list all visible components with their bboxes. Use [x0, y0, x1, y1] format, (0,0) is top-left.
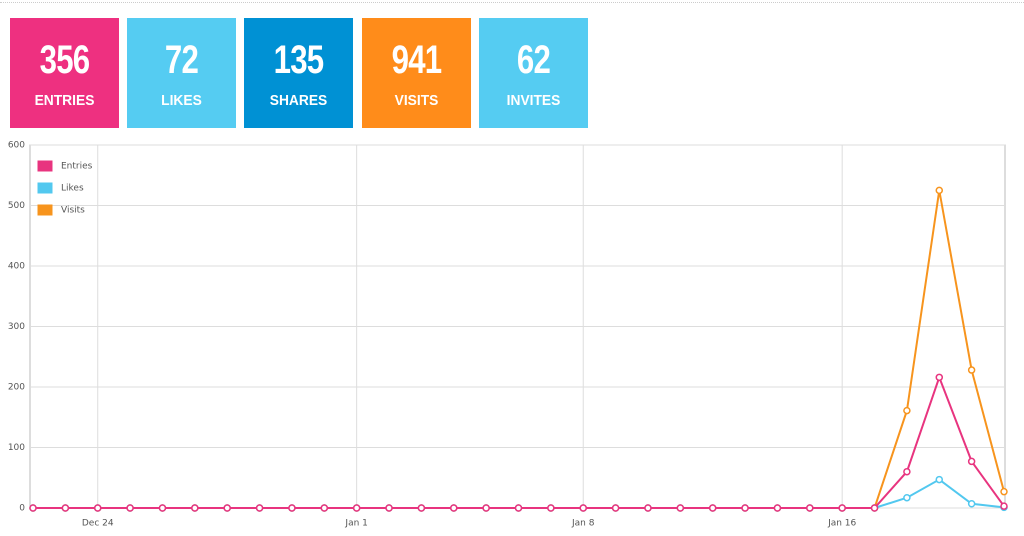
legend-label: Likes [61, 184, 84, 194]
data-point [967, 457, 976, 466]
data-point [158, 504, 167, 512]
legend-swatch [37, 160, 53, 172]
data-point [741, 504, 749, 512]
data-point [1000, 487, 1008, 496]
series-line [33, 478, 1005, 509]
data-point [514, 504, 523, 512]
data-point [935, 475, 944, 484]
data-point [935, 373, 944, 382]
x-tick-label: Dec 24 [82, 519, 114, 529]
stat-tile[interactable]: 135 SHARES [244, 18, 353, 128]
data-point [482, 504, 490, 512]
stat-value: 135 [273, 38, 325, 82]
legend-swatch [37, 182, 53, 194]
data-point [676, 504, 685, 512]
stat-label: SHARES [269, 92, 328, 109]
stat-tile[interactable]: 62 INVITES [479, 18, 588, 128]
top-border [0, 2, 1024, 3]
stat-label: INVITES [506, 92, 561, 109]
x-tick-label: Jan 1 [344, 519, 367, 529]
data-point [450, 504, 458, 512]
legend-label: Entries [61, 162, 93, 172]
stat-label: ENTRIES [34, 92, 95, 109]
data-point [288, 504, 296, 512]
y-tick-label: 0 [19, 504, 25, 514]
data-point [611, 504, 620, 512]
data-point [223, 504, 231, 512]
x-tick-label: Jan 16 [827, 519, 856, 529]
data-point [806, 504, 814, 512]
stat-tile[interactable]: 72 LIKES [127, 18, 236, 128]
stat-value: 62 [516, 38, 551, 82]
stat-label: LIKES [161, 92, 202, 109]
data-point [255, 504, 264, 512]
y-tick-label: 600 [8, 141, 25, 151]
stat-label: VISITS [394, 92, 439, 109]
data-point [417, 504, 426, 512]
y-tick-label: 400 [8, 262, 25, 272]
data-point [870, 504, 879, 512]
data-point [191, 504, 199, 512]
data-point [320, 504, 329, 512]
data-point [1000, 502, 1008, 510]
legend-label: Visits [61, 206, 85, 216]
data-point [967, 500, 976, 508]
data-point [773, 504, 782, 512]
x-tick-label: Jan 8 [571, 519, 595, 529]
data-point [93, 504, 102, 512]
y-tick-label: 100 [8, 443, 25, 453]
y-tick-label: 300 [8, 322, 25, 332]
data-point [126, 504, 134, 512]
y-tick-label: 200 [8, 383, 25, 393]
stat-value: 941 [391, 38, 443, 82]
y-tick-label: 500 [8, 201, 25, 211]
data-point [838, 504, 846, 512]
data-point [547, 504, 555, 512]
stat-value: 356 [39, 38, 91, 82]
data-point [61, 504, 70, 512]
data-point [903, 493, 911, 502]
stat-tile[interactable]: 356 ENTRIES [10, 18, 119, 128]
series-line [33, 190, 1005, 509]
data-point [385, 504, 393, 512]
series-line [33, 374, 1005, 509]
data-point [935, 186, 944, 195]
legend-swatch [37, 204, 53, 216]
data-point [579, 504, 587, 512]
data-point [644, 504, 652, 512]
data-point [352, 504, 361, 512]
data-point [903, 406, 911, 415]
data-point [903, 467, 911, 476]
data-point [967, 366, 976, 374]
data-point [29, 504, 37, 512]
data-point [708, 504, 717, 512]
stat-value: 72 [164, 38, 199, 82]
stat-tile[interactable]: 941 VISITS [362, 18, 471, 128]
